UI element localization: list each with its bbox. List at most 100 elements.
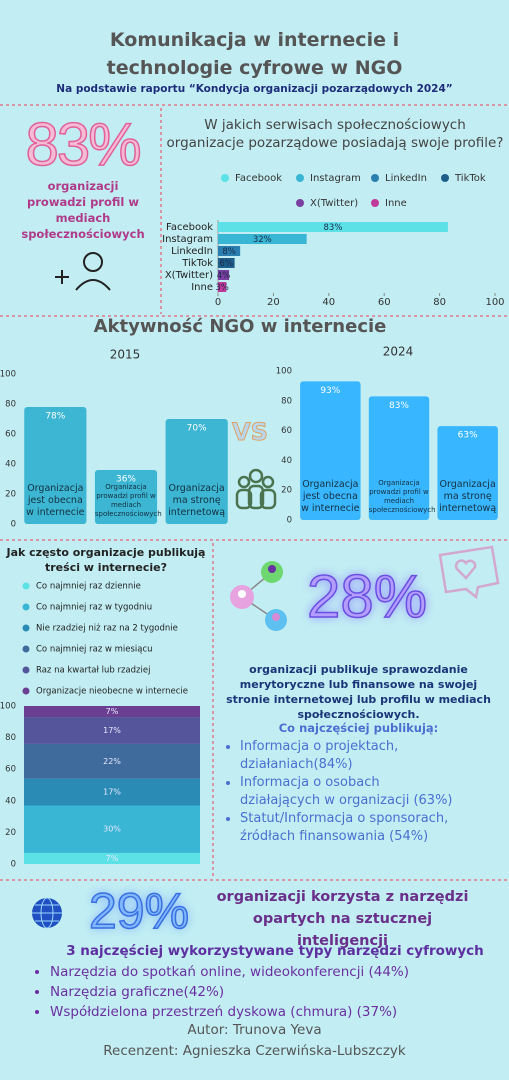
y-tick-label: 40	[5, 796, 16, 806]
legend-swatch	[22, 687, 30, 695]
value-label: 7%	[106, 707, 119, 716]
y-tick-label: 20	[281, 486, 292, 496]
big-stat: 28%	[306, 562, 428, 631]
ai-list: Narzędzia do spotkań online, wideokonfer…	[32, 962, 509, 1022]
value-label: 93%	[320, 386, 340, 396]
bar-segment	[24, 805, 200, 853]
chart-title: W jakich serwisach społecznościowych org…	[166, 117, 504, 151]
bar	[218, 246, 241, 256]
value-label: 63%	[458, 431, 478, 441]
y-tick-label: 80	[5, 400, 16, 410]
category-label: Organizacja jest obecna w internecie	[26, 483, 85, 518]
list-item: Narzędzia graficzne(42%)	[50, 982, 509, 1002]
y-tick-label: 100	[0, 702, 16, 712]
x-tick-label: 100	[485, 297, 504, 308]
legend-label: Facebook	[235, 173, 282, 184]
y-tick-label: 60	[5, 765, 16, 775]
bar	[300, 381, 361, 520]
y-tick-label: 80	[5, 733, 16, 743]
value-label: 70%	[187, 424, 207, 434]
y-tick-label: 0	[287, 516, 292, 526]
legend-label: Instagram	[310, 173, 361, 184]
category-label: Organizacja ma stronę internetową	[168, 483, 226, 518]
y-tick-label: 60	[281, 426, 292, 436]
bar	[437, 426, 498, 520]
x-tick-label: 60	[378, 297, 391, 308]
x-tick-label: 0	[215, 297, 221, 308]
category-label: Organizacja prowadzi profil w mediach sp…	[94, 483, 162, 518]
bar	[218, 222, 448, 232]
bar-segment	[24, 743, 200, 779]
list-item: Współdzielona przestrzeń dyskowa (chmura…	[50, 1002, 509, 1022]
legend-swatch	[22, 666, 30, 674]
value-label: 6%	[220, 259, 234, 269]
category-label: Organizacja ma stronę internetową	[439, 479, 497, 514]
chart-title: 2024	[383, 345, 414, 359]
legend-label: Inne	[385, 198, 407, 209]
category-label: Organizacja prowadzi profil w mediach sp…	[368, 479, 436, 514]
reviewer: Recenzent: Agnieszka Czerwińska-Lubszczy…	[103, 1043, 406, 1059]
legend-label: Organizacje nieobecne w internecie	[36, 687, 188, 697]
vs-label: VS	[232, 418, 269, 447]
legend-label: LinkedIn	[385, 173, 427, 184]
category-label: Instagram	[162, 234, 213, 245]
stat-caption: organizacji prowadzi profil w mediach sp…	[21, 179, 145, 241]
y-tick-label: 20	[5, 828, 16, 838]
bar	[24, 407, 87, 524]
value-label: 3%	[215, 283, 229, 293]
bar	[218, 270, 230, 280]
bar	[218, 258, 235, 268]
list-title: Co najczęściej publikują:	[278, 721, 439, 735]
y-tick-label: 100	[276, 367, 292, 377]
legend-label: X(Twitter)	[310, 198, 358, 209]
section-title: Aktywność NGO w internecie	[93, 316, 387, 337]
list-item: Informacja o osobach działających w orga…	[240, 774, 460, 810]
y-tick-label: 40	[281, 456, 292, 466]
bar	[94, 470, 158, 524]
legend-swatch	[296, 199, 304, 207]
value-label: 83%	[389, 401, 409, 411]
title-line: Komunikacja w internecie i	[109, 29, 400, 51]
y-tick-label: 20	[5, 490, 16, 500]
category-label: TikTok	[181, 258, 213, 269]
bar	[218, 234, 307, 244]
bar	[368, 396, 430, 520]
y-tick-label: 0	[11, 520, 16, 530]
bar-segment	[24, 717, 200, 744]
y-tick-label: 0	[11, 860, 16, 870]
big-stat: 29%	[88, 882, 190, 940]
legend-label: Co najmniej raz w miesiącu	[36, 645, 153, 655]
legend-label: Co najmniej raz w tygodniu	[36, 603, 152, 613]
list-title: 3 najczęściej wykorzystywane typy narzęd…	[66, 943, 484, 959]
legend-label: TikTok	[454, 173, 486, 184]
chart-title: Jak często organizacje publikują treści …	[6, 546, 206, 574]
title: Komunikacja w internecie i technologie c…	[0, 26, 509, 82]
value-label: 8%	[222, 247, 236, 257]
legend-swatch	[221, 174, 229, 182]
legend-label: Nie rzadziej niż raz na 2 tygodnie	[36, 624, 178, 634]
value-label: 30%	[103, 825, 121, 834]
globe-icon	[32, 897, 62, 929]
bar-segment	[24, 706, 200, 718]
bar-segment	[24, 778, 200, 806]
legend-swatch	[22, 624, 30, 632]
category-label: Organizacja jest obecna w internecie	[301, 479, 360, 514]
category-label: X(Twitter)	[165, 270, 213, 281]
legend-swatch	[22, 603, 30, 611]
list-item: Narzędzia do spotkań online, wideokonfer…	[50, 962, 509, 982]
bar-segment	[24, 852, 200, 864]
people-icon	[235, 468, 277, 510]
value-label: 4%	[217, 271, 231, 281]
legend-swatch	[22, 645, 30, 653]
network-icon	[230, 561, 287, 631]
legend-label: Co najmniej raz dziennie	[36, 582, 141, 592]
legend-swatch	[296, 174, 304, 182]
x-tick-label: 80	[433, 297, 446, 308]
publish-list: Informacja o projektach, działaniach(84%…	[222, 738, 460, 846]
bar	[165, 419, 228, 524]
value-label: 83%	[324, 223, 343, 233]
y-tick-label: 60	[5, 430, 16, 440]
big-stat: 83%	[25, 110, 143, 179]
